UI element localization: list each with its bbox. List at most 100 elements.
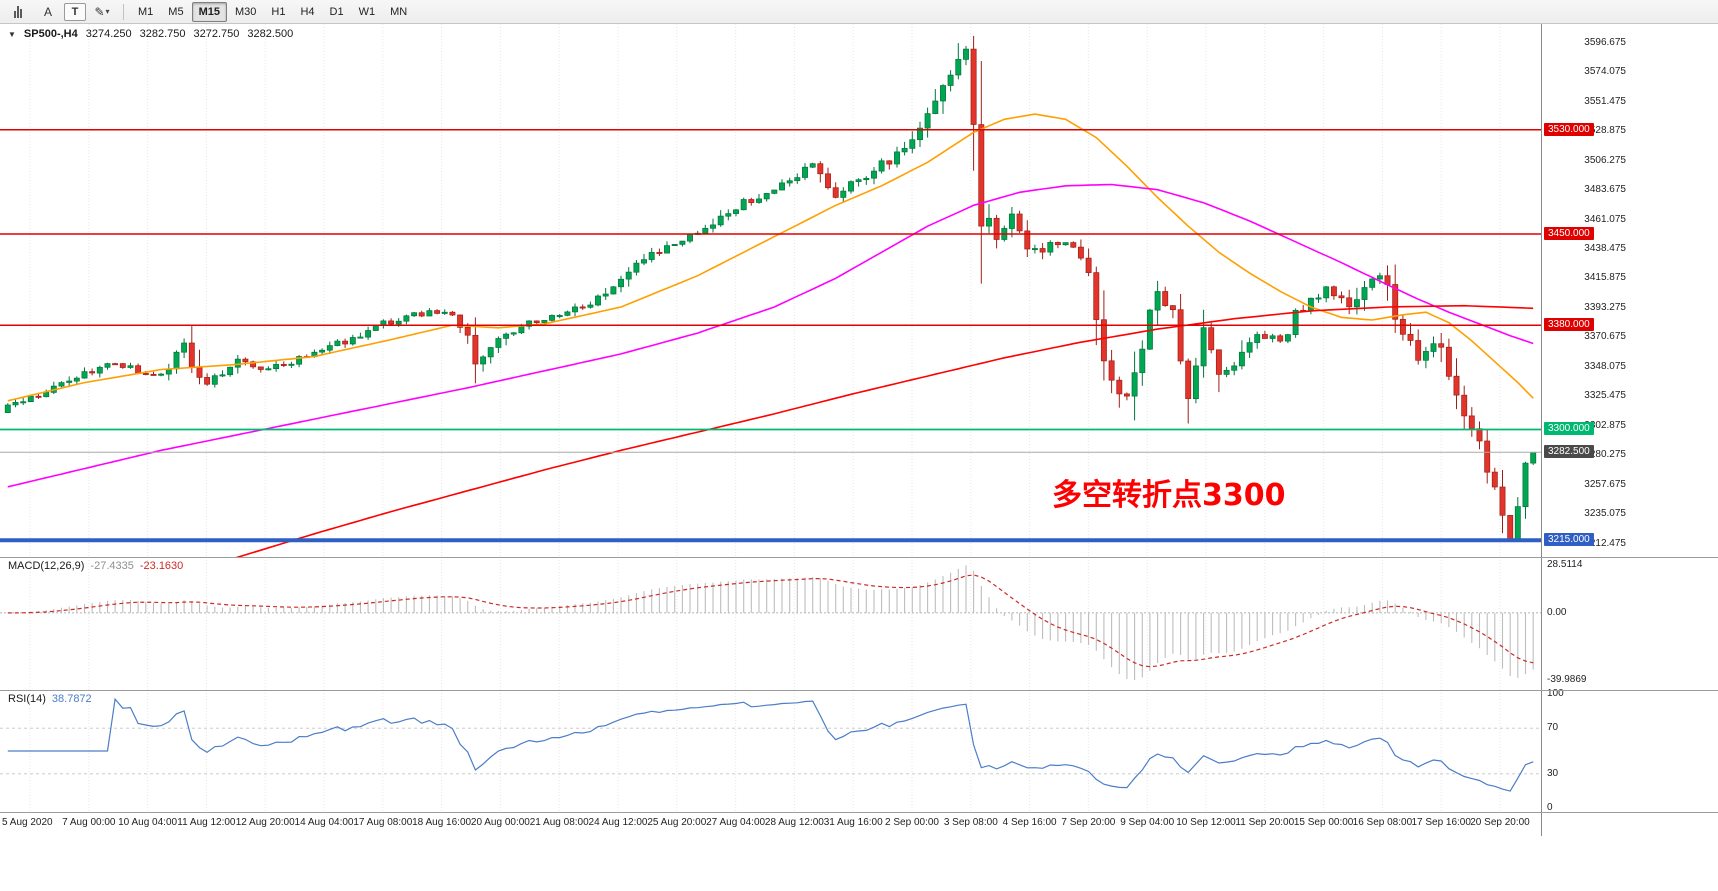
toolbar-separator xyxy=(123,3,124,20)
rsi-title: RSI(14) 38.7872 xyxy=(8,693,92,705)
price-axis-label: 3257.675 xyxy=(1584,479,1626,490)
ohlc-high-value: 3282.750 xyxy=(139,28,186,40)
price-axis-label: 3596.675 xyxy=(1584,37,1626,48)
panel-separator[interactable] xyxy=(0,557,1718,558)
rsi-value: 38.7872 xyxy=(51,693,92,705)
time-axis-label: 15 Sep 00:00 xyxy=(1293,817,1354,828)
price-axis[interactable]: 3596.675 3574.075 3551.475 3528.875 3506.275… xyxy=(1541,24,1718,836)
main-chart-canvas[interactable]: ▼ SP500-,H4 3274.250 3282.750 3272.750 3… xyxy=(0,24,1541,557)
price-axis-label: 3461.075 xyxy=(1584,214,1626,225)
time-axis-label: 4 Sep 16:00 xyxy=(1002,817,1057,828)
chart-header: ▼ SP500-,H4 3274.250 3282.750 3272.750 3… xyxy=(8,28,293,40)
time-axis-label: 14 Aug 04:00 xyxy=(294,817,354,828)
time-axis-label: 20 Aug 00:00 xyxy=(470,817,530,828)
price-axis-label: 3302.875 xyxy=(1584,420,1626,431)
timeframe-m5[interactable]: M5 xyxy=(168,5,184,18)
price-axis-label: 3551.475 xyxy=(1584,96,1626,107)
time-axis-label: 18 Aug 16:00 xyxy=(412,817,472,828)
price-axis-label: 3483.675 xyxy=(1584,184,1626,195)
timeframe-h1[interactable]: H1 xyxy=(271,5,286,18)
rsi-axis-label: 0 xyxy=(1547,802,1553,813)
price-axis-label: 3280.275 xyxy=(1584,449,1626,460)
timeframe-mn[interactable]: MN xyxy=(390,5,408,18)
time-axis-label: 3 Sep 08:00 xyxy=(943,817,998,828)
time-axis-label: 7 Aug 00:00 xyxy=(62,817,116,828)
timeframe-group: M1 M5 M15 M30 H1 H4 D1 W1 MN xyxy=(131,1,414,22)
letter-a-icon: A xyxy=(43,4,52,19)
rsi-label: RSI(14) xyxy=(8,693,46,705)
price-axis-label: 3325.475 xyxy=(1584,390,1626,401)
time-axis-label: 10 Sep 12:00 xyxy=(1176,817,1236,828)
timeframe-m1[interactable]: M1 xyxy=(138,5,154,18)
price-axis-label: 3235.075 xyxy=(1584,508,1626,519)
timeframe-m15[interactable]: M15 xyxy=(191,1,227,22)
chevron-down-icon: ▾ xyxy=(105,7,110,16)
macd-axis-label: -39.9869 xyxy=(1547,674,1587,685)
price-level-badge: 3300.000 xyxy=(1544,422,1594,435)
price-axis-label: 3415.875 xyxy=(1584,272,1626,283)
draw-tools-button[interactable]: ✎ ▾ xyxy=(88,1,116,23)
price-level-badge: 3530.000 xyxy=(1544,123,1594,136)
cursor-tool-button[interactable]: A xyxy=(34,1,62,23)
time-axis-label: 16 Sep 08:00 xyxy=(1352,817,1413,828)
rsi-axis-label: 70 xyxy=(1547,722,1559,733)
macd-axis-label: 28.5114 xyxy=(1547,559,1583,570)
rsi-axis-label: 30 xyxy=(1547,768,1559,779)
time-axis-label: 24 Aug 12:00 xyxy=(588,817,648,828)
timeframe-d1[interactable]: D1 xyxy=(329,5,344,18)
time-axis-label: 2 Sep 00:00 xyxy=(885,817,939,828)
timeframe-m30[interactable]: M30 xyxy=(234,5,257,18)
price-axis-label: 3506.275 xyxy=(1584,155,1626,166)
rsi-chart xyxy=(0,690,1541,812)
text-tool-button[interactable]: T xyxy=(64,2,86,21)
time-axis-label: 28 Aug 12:00 xyxy=(764,817,824,828)
macd-chart xyxy=(0,557,1541,690)
text-tool-icon: T xyxy=(71,5,79,18)
time-axis-label: 20 Sep 20:00 xyxy=(1470,817,1530,828)
price-axis-label: 3212.475 xyxy=(1584,538,1626,549)
macd-main-value: -27.4335 xyxy=(90,560,134,572)
time-axis[interactable]: 5 Aug 2020 7 Aug 00:00 10 Aug 04:00 11 Aug … xyxy=(0,812,1541,836)
candlestick-chart xyxy=(0,24,1541,557)
time-axis-label: 17 Sep 16:00 xyxy=(1411,817,1471,828)
price-axis-label: 3348.075 xyxy=(1584,361,1626,372)
time-axis-label: 21 Aug 08:00 xyxy=(529,817,589,828)
timeframe-h4[interactable]: H4 xyxy=(300,5,315,18)
price-level-badge: 3450.000 xyxy=(1544,227,1594,240)
price-level-badge: 3215.000 xyxy=(1544,533,1594,546)
price-axis-label: 3438.475 xyxy=(1584,243,1626,254)
price-level-badge: 3380.000 xyxy=(1544,318,1594,331)
time-axis-label: 25 Aug 20:00 xyxy=(647,817,707,828)
ohlc-low-value: 3272.750 xyxy=(193,28,240,40)
macd-panel[interactable]: MACD(12,26,9) -27.4335 -23.1630 xyxy=(0,557,1541,690)
timeframe-w1[interactable]: W1 xyxy=(358,5,376,18)
panel-separator[interactable] xyxy=(0,690,1718,691)
collapse-triangle-icon[interactable]: ▼ xyxy=(8,29,16,39)
price-level-badge: 3282.500 xyxy=(1544,445,1594,458)
time-axis-label: 5 Aug 2020 xyxy=(2,817,53,828)
time-axis-label: 9 Sep 04:00 xyxy=(1120,817,1175,828)
chart-annotation-text: 多空转折点3300 xyxy=(1052,478,1286,513)
toolbar: A T ✎ ▾ M1 M5 M15 M30 H1 H4 D1 W1 MN xyxy=(0,0,1718,24)
panel-separator xyxy=(0,812,1718,813)
ohlc-open-value: 3274.250 xyxy=(85,28,132,40)
time-axis-label: 10 Aug 04:00 xyxy=(118,817,178,828)
price-axis-label: 3528.875 xyxy=(1584,125,1626,136)
price-axis-label: 3393.275 xyxy=(1584,302,1626,313)
pencil-icon: ✎ xyxy=(94,4,105,19)
time-axis-label: 11 Sep 20:00 xyxy=(1235,817,1295,828)
time-axis-label: 31 Aug 16:00 xyxy=(823,817,883,828)
macd-label: MACD(12,26,9) xyxy=(8,560,85,572)
bar-chart-tool-button[interactable] xyxy=(4,1,32,23)
ohlc-close-value: 3282.500 xyxy=(247,28,294,40)
macd-title: MACD(12,26,9) -27.4335 -23.1630 xyxy=(8,560,183,572)
time-axis-label: 12 Aug 20:00 xyxy=(235,817,295,828)
time-axis-label: 7 Sep 20:00 xyxy=(1061,817,1116,828)
price-axis-label: 3370.675 xyxy=(1584,331,1626,342)
time-axis-label: 17 Aug 08:00 xyxy=(353,817,413,828)
price-axis-label: 3574.075 xyxy=(1584,66,1626,77)
macd-axis-label: 0.00 xyxy=(1547,607,1567,618)
symbol-period-label: SP500-,H4 xyxy=(23,28,78,40)
rsi-panel[interactable]: RSI(14) 38.7872 xyxy=(0,690,1541,812)
